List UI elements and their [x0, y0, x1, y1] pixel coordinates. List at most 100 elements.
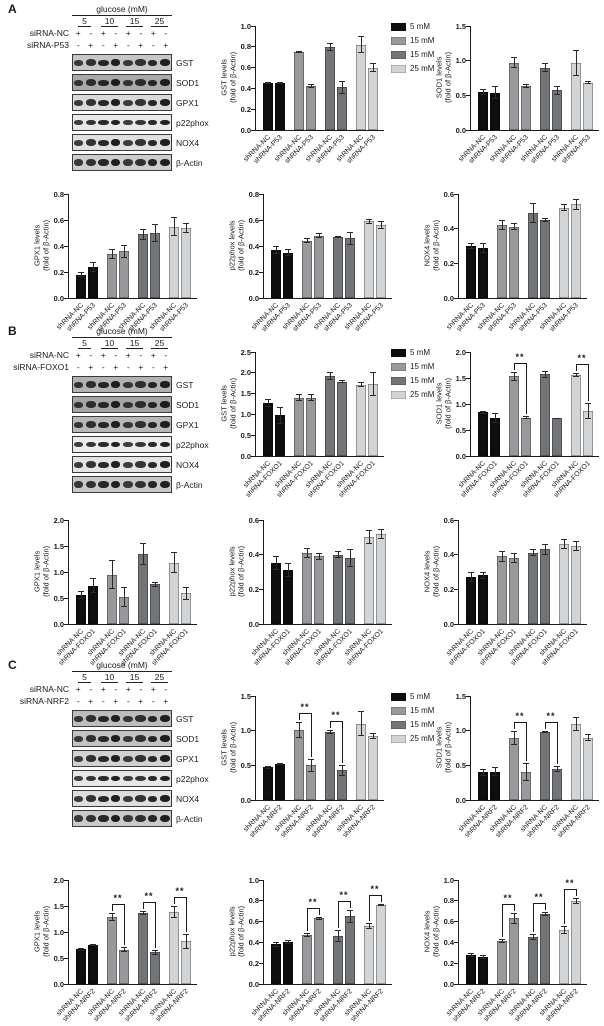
- protein-band: [148, 776, 158, 781]
- error-bar-cap: [511, 372, 517, 374]
- error-bar-cap: [308, 759, 314, 761]
- y-tick-mark: [258, 297, 264, 299]
- protein-band: [97, 421, 109, 428]
- protein-band: [85, 461, 96, 468]
- significance-stars: **: [515, 352, 525, 363]
- significance-stars: **: [339, 890, 349, 901]
- data-bar: [306, 765, 316, 800]
- error-bar: [380, 221, 382, 230]
- error-bar-cap: [554, 417, 560, 419]
- error-bar-cap: [573, 74, 579, 76]
- legend-item: 25 mM: [391, 390, 434, 399]
- error-bar-cap: [335, 929, 341, 931]
- y-tick-mark: [453, 519, 459, 521]
- error-bar-cap: [542, 370, 548, 372]
- error-bar-cap: [468, 242, 474, 244]
- y-tick-label: 0.5: [455, 760, 466, 770]
- protein-band: [74, 735, 84, 742]
- y-tick-mark: [258, 962, 264, 964]
- error-bar: [123, 244, 125, 258]
- data-bar: [294, 397, 304, 456]
- lane-sign: +: [163, 362, 169, 372]
- protein-band: [148, 735, 158, 742]
- y-axis-title-line2: (fold of β-Actin): [229, 51, 238, 103]
- protein-band: [111, 441, 121, 448]
- error-bar: [482, 572, 484, 579]
- y-tick-label: 0.6: [248, 215, 259, 225]
- data-bar: [509, 918, 519, 984]
- error-bar-cap: [335, 557, 341, 559]
- plot-area: 0.0 0.5 1.0 1.5 shRNA-NC shRNA-NRF2 shRNA-NC sh…: [241, 692, 384, 839]
- protein-band: [97, 715, 109, 722]
- chart-sod1-b: SOD1 levels (fold of β-Actin) 0.0 0.5 1.0 1.5…: [430, 338, 602, 506]
- significance-bracket-leg: [124, 904, 125, 946]
- data-bar: [314, 556, 324, 624]
- blot-band-row: GPX1: [72, 750, 215, 767]
- error-bar-cap: [530, 555, 536, 557]
- y-tick-label: 0.5: [455, 425, 466, 435]
- y-axis-title-line1: p22phox levels: [227, 546, 237, 597]
- panel-b-top-row: glucose (mM) 5 10 15 25 siRNA-NC + - + - + - + - siRNA…: [0, 322, 604, 506]
- band-protein-label: p22phox: [176, 439, 209, 450]
- error-bar: [587, 403, 589, 420]
- error-bar: [368, 218, 370, 224]
- significance-bracket-leg: [350, 901, 351, 909]
- y-axis-title-line2: (fold of β-Actin): [229, 377, 238, 429]
- error-bar: [563, 204, 565, 212]
- error-bar-cap: [304, 238, 310, 240]
- data-bar: [509, 558, 519, 624]
- data-bar: [306, 397, 316, 456]
- data-bar: [368, 384, 378, 456]
- y-axis-title: SOD1 levels (fold of β-Actin): [435, 25, 454, 129]
- band-protein-label: SOD1: [176, 77, 200, 88]
- error-bar-cap: [542, 70, 548, 72]
- data-bar: [376, 225, 386, 298]
- error-bar-cap: [140, 229, 146, 231]
- sirna-sign-row: siRNA-NC + - + - + - + -: [0, 27, 215, 39]
- error-bar-cap: [585, 734, 591, 736]
- data-bar: [337, 770, 347, 800]
- error-bar-cap: [277, 82, 283, 84]
- error-bar-cap: [370, 737, 376, 739]
- error-bar: [349, 910, 351, 923]
- band-protein-label: GST: [176, 57, 194, 68]
- protein-band: [122, 442, 133, 447]
- y-tick-mark: [250, 799, 256, 801]
- data-bar: [540, 374, 550, 456]
- lane-sign: -: [139, 28, 143, 38]
- dose-label: 25: [147, 16, 172, 27]
- y-tick-mark: [250, 455, 256, 457]
- data-bar: [521, 772, 531, 800]
- protein-band: [111, 59, 121, 66]
- data-bar: [368, 67, 378, 130]
- error-bar: [298, 394, 300, 402]
- blot-band-row: NOX4: [72, 134, 215, 151]
- data-bar: [528, 552, 538, 624]
- data-bar: [283, 942, 293, 984]
- lane-sign: +: [125, 28, 131, 38]
- lane-sign: -: [101, 696, 105, 706]
- error-bar-cap: [265, 399, 271, 401]
- error-bar-cap: [296, 721, 302, 723]
- y-tick-mark: [250, 46, 256, 48]
- significance-bracket: [330, 720, 342, 722]
- error-bar: [575, 717, 577, 732]
- lane-sign: +: [163, 40, 169, 50]
- y-tick-mark: [465, 799, 471, 801]
- protein-band: [85, 735, 96, 742]
- protein-band: [135, 461, 147, 468]
- legend-swatch: [391, 720, 406, 729]
- protein-band: [111, 99, 121, 106]
- y-tick-label: 0.6: [443, 917, 454, 927]
- protein-band: [111, 139, 121, 146]
- error-bar: [173, 217, 175, 236]
- blot-lane-box: [72, 154, 172, 171]
- protein-band: [97, 79, 109, 86]
- protein-band: [97, 461, 109, 468]
- error-bar-cap: [109, 248, 115, 250]
- error-bar-cap: [273, 569, 279, 571]
- protein-band: [135, 441, 147, 448]
- lane-signs: - + - + - + - +: [72, 40, 172, 50]
- error-bar: [482, 89, 484, 95]
- error-bar-cap: [304, 936, 310, 938]
